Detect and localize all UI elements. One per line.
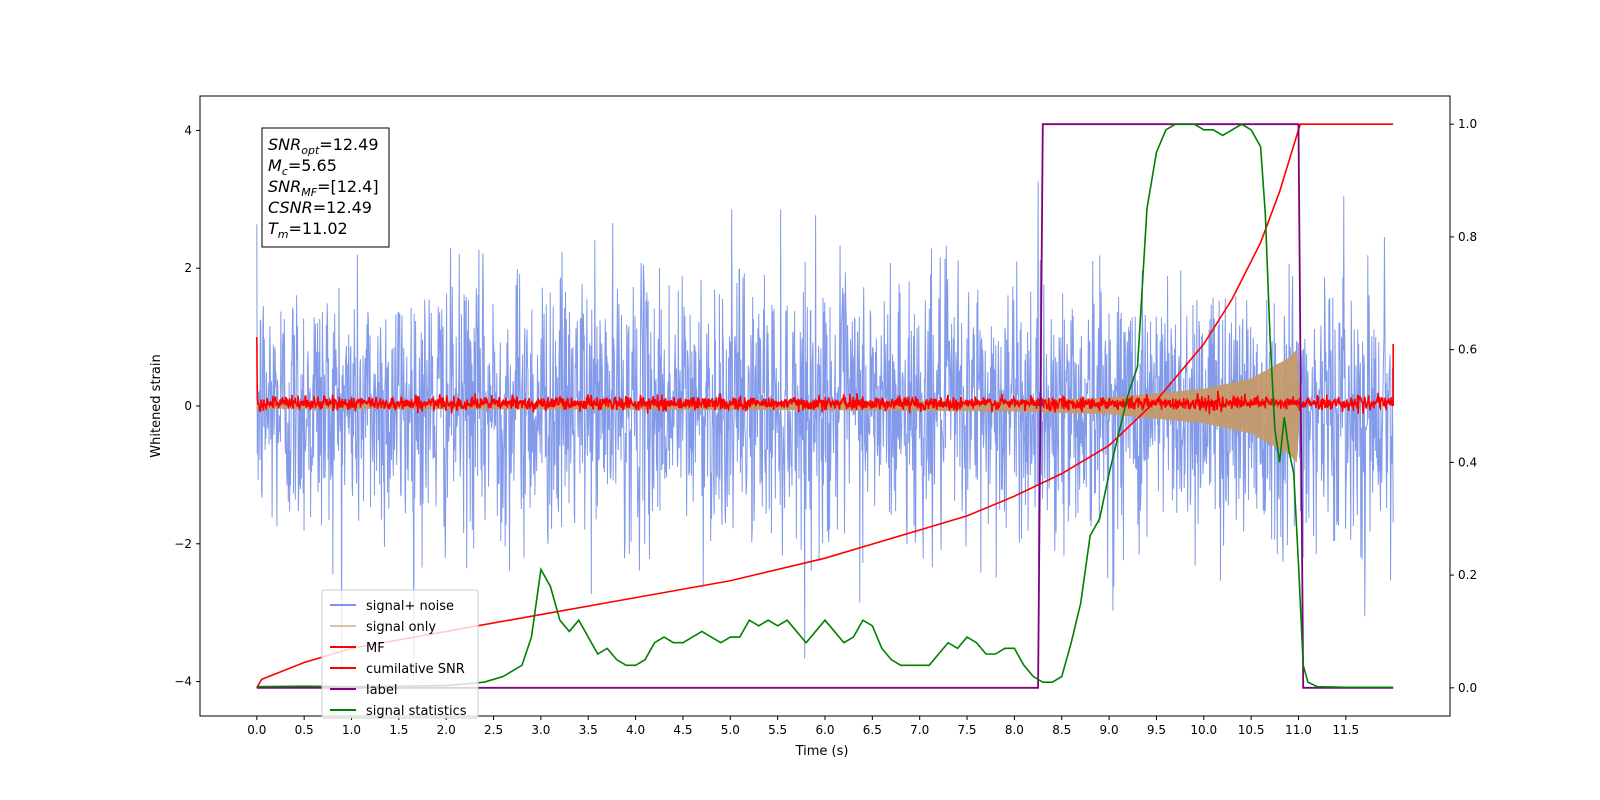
x-axis-label: Time (s)	[795, 744, 849, 759]
y-tick-label: 2	[184, 261, 192, 275]
y2-tick-label: 0.4	[1458, 455, 1477, 469]
x-tick-label: 7.0	[910, 723, 929, 737]
x-tick-label: 5.0	[721, 723, 740, 737]
x-tick-label: 7.5	[957, 723, 976, 737]
y-axis-left: −4 −2 0 2 4	[174, 123, 200, 689]
legend-entry: MF	[366, 641, 385, 656]
y-axis-right: 0.0 0.2 0.4 0.6 0.8 1.0	[1450, 117, 1477, 695]
series-mf	[256, 337, 1394, 415]
x-tick-label: 0.5	[295, 723, 314, 737]
y2-tick-label: 0.8	[1458, 230, 1477, 244]
x-tick-label: 9.5	[1147, 723, 1166, 737]
legend-entry: signal+ noise	[366, 599, 454, 614]
legend-entry: signal statistics	[366, 704, 467, 719]
annotation-frame	[261, 127, 390, 248]
y-tick-label: −4	[174, 675, 192, 689]
x-tick-label: 9.0	[1100, 723, 1119, 737]
x-tick-label: 3.0	[531, 723, 550, 737]
x-tick-label: 6.0	[815, 723, 834, 737]
x-tick-label: 2.0	[437, 723, 456, 737]
y-tick-label: −2	[174, 537, 192, 551]
y2-tick-label: 0.6	[1458, 343, 1477, 357]
y-axis-label: Whitened strain	[149, 354, 164, 457]
series-signal-statistics	[256, 123, 1394, 689]
y-tick-label: 0	[184, 399, 192, 413]
y-tick-label: 4	[184, 123, 192, 137]
x-tick-label: 10.5	[1238, 723, 1265, 737]
x-tick-label: 10.0	[1190, 723, 1217, 737]
x-tick-label: 4.5	[673, 723, 692, 737]
annotation-line: CSNR=12.49	[268, 198, 372, 217]
x-tick-label: 11.0	[1285, 723, 1312, 737]
annotation-line: Mc=5.65	[268, 156, 337, 178]
x-tick-label: 6.5	[863, 723, 882, 737]
y2-tick-label: 0.2	[1458, 568, 1477, 582]
x-tick-label: 1.5	[389, 723, 408, 737]
annotation-line: SNRopt=12.49	[268, 135, 379, 157]
legend-entry: signal only	[366, 620, 436, 635]
x-tick-label: 8.0	[1005, 723, 1024, 737]
x-tick-label: 3.5	[579, 723, 598, 737]
y2-tick-label: 0.0	[1458, 681, 1477, 695]
y2-tick-label: 1.0	[1458, 117, 1477, 131]
annotation-line: SNRMF=[12.4]	[268, 177, 379, 199]
x-tick-label: 5.5	[768, 723, 787, 737]
x-tick-label: 1.0	[342, 723, 361, 737]
x-tick-label: 11.5	[1332, 723, 1359, 737]
annotation-line: Tm=11.02	[268, 219, 348, 241]
series-label	[256, 123, 1394, 689]
legend-frame	[321, 589, 479, 719]
annotation-box: SNRopt=12.49Mc=5.65SNRMF=[12.4]CSNR=12.4…	[261, 127, 390, 248]
legend-entry: cumilative SNR	[366, 662, 465, 677]
x-tick-label: 0.0	[247, 723, 266, 737]
x-axis: 0.0 0.5 1.0 1.5 2.0 2.5 3.0 3.5 4.0 4.5 5.0 5.5 6.0 6…	[247, 716, 1359, 737]
legend-entry: label	[366, 683, 397, 698]
x-tick-label: 2.5	[484, 723, 503, 737]
legend: signal+ noise signal only MF cumilative SNR…	[321, 589, 479, 719]
x-tick-label: 4.0	[626, 723, 645, 737]
x-tick-label: 8.5	[1052, 723, 1071, 737]
